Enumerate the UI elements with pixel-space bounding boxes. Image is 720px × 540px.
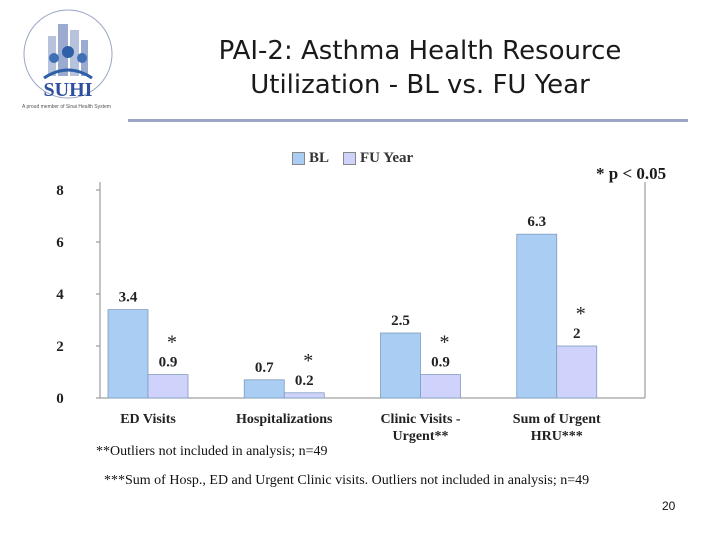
slide-title: PAI-2: Asthma Health Resource Utilizatio… [150, 34, 690, 102]
logo-wordmark: SUHI [44, 79, 93, 101]
legend-swatch-bl [292, 152, 305, 165]
bar-fu [283, 392, 325, 399]
title-divider [128, 119, 688, 122]
legend-swatch-fu [343, 152, 357, 165]
value-label-fu: 0.9 [159, 355, 178, 371]
y-tick-label: 6 [56, 235, 64, 251]
significance-marker: * [440, 332, 450, 354]
suhi-logo-graphic: SUHI [23, 9, 113, 101]
slide-title-line-2: Utilization - BL vs. FU Year [250, 70, 590, 100]
logo-tagline: A proud member of Sinai Health System [22, 104, 111, 110]
category-label: Urgent** [393, 429, 449, 444]
legend-label-fu: FU Year [360, 150, 414, 166]
category-label: Hospitalizations [236, 412, 333, 427]
chart-legend: BL FU Year [292, 150, 423, 167]
value-label-bl: 3.4 [119, 290, 138, 306]
significance-marker: * [303, 350, 313, 372]
bar-fu [420, 374, 461, 399]
footnote-sum: ***Sum of Hosp., ED and Urgent Clinic vi… [104, 473, 590, 488]
category-label: Clinic Visits - [380, 412, 460, 427]
bar-fu [147, 374, 189, 399]
bar-bl [516, 233, 558, 399]
slide-title-line-1: PAI-2: Asthma Health Resource [218, 36, 622, 66]
significance-marker: * [167, 332, 177, 354]
category-label: Sum of Urgent [513, 412, 601, 427]
suhi-logo: SUHI A proud member of Sinai Health Syst… [8, 6, 128, 114]
value-label-fu: 0.2 [295, 373, 314, 389]
y-tick-label: 8 [56, 183, 64, 199]
y-tick-label: 2 [56, 339, 64, 355]
value-label-bl: 0.7 [255, 360, 274, 376]
legend-item-bl: BL [292, 150, 329, 167]
value-label-bl: 2.5 [391, 313, 410, 329]
bar-bl [243, 379, 285, 399]
bar-bl [107, 309, 149, 399]
legend-item-fu: FU Year [343, 150, 413, 167]
category-label: ED Visits [120, 412, 176, 427]
value-label-fu: 2 [573, 326, 581, 342]
category-label: HRU*** [531, 429, 583, 444]
legend-label-bl: BL [309, 150, 330, 166]
significance-marker: * [576, 303, 586, 325]
bar-fu [556, 345, 598, 399]
value-label-fu: 0.9 [431, 355, 450, 371]
y-tick-label: 0 [56, 391, 64, 407]
significance-note: * p < 0.05 [596, 164, 667, 183]
page-number: 20 [662, 499, 676, 513]
bar-bl [380, 332, 421, 399]
value-label-bl: 6.3 [527, 214, 546, 230]
footnote-outliers: **Outliers not included in analysis; n=4… [96, 444, 328, 459]
y-tick-label: 4 [56, 287, 64, 303]
